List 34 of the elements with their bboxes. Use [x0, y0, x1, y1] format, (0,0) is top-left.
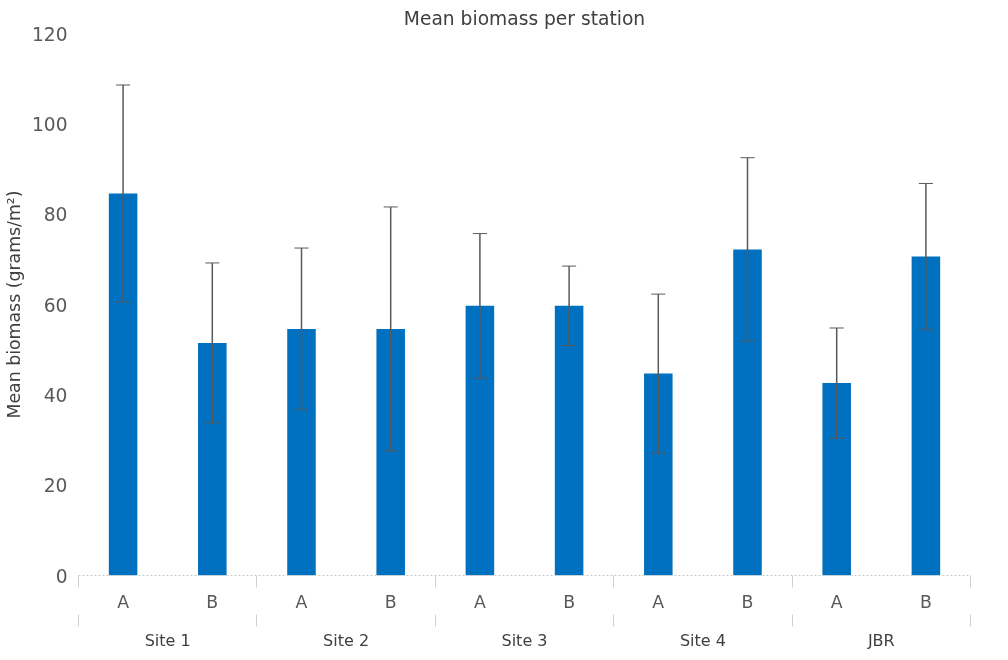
y-axis-title: Mean biomass (grams/m²)	[3, 190, 24, 419]
text: JBR	[866, 630, 895, 650]
x-tick-label: B	[384, 591, 397, 612]
bar	[554, 305, 584, 576]
y-tick-label: 0	[55, 565, 68, 587]
x-tick-label: A	[830, 591, 843, 612]
bar	[911, 256, 941, 576]
bar	[108, 193, 138, 576]
x-tick-label: A	[473, 591, 486, 612]
bar	[822, 383, 851, 576]
text: Site 4	[679, 630, 726, 650]
x-tick-label: B	[563, 591, 576, 612]
chart-title: Mean biomass per station	[403, 7, 646, 29]
y-tick-label: 20	[43, 475, 68, 497]
x-tick-label: B	[919, 591, 932, 612]
y-tick-label: 60	[43, 294, 68, 316]
x-tick-label: A	[295, 591, 308, 612]
x-tick-label: A	[652, 591, 665, 612]
bar	[465, 305, 495, 576]
y-tick-label: 100	[31, 113, 68, 135]
text: Site 2	[323, 630, 370, 650]
bar	[644, 373, 673, 576]
bar	[287, 328, 316, 576]
bar	[376, 328, 405, 576]
x-tick-label: B	[206, 591, 219, 612]
x-tick-label: B	[741, 591, 754, 612]
y-tick-label: 120	[31, 23, 68, 45]
bar	[198, 342, 227, 576]
text: Site 3	[501, 630, 548, 650]
text: Site 1	[144, 630, 191, 650]
x-tick-label: A	[117, 591, 130, 612]
y-tick-label: 80	[43, 204, 68, 226]
bar	[733, 249, 762, 576]
y-tick-label: 40	[43, 384, 68, 406]
